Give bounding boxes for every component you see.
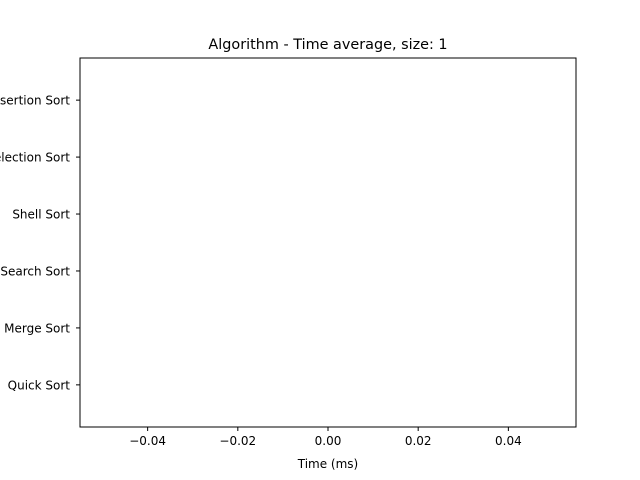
x-tick-label: −0.02 (219, 434, 256, 448)
y-tick-label: Selection Sort (0, 151, 70, 165)
x-tick-label: −0.04 (129, 434, 166, 448)
y-tick-label: Shell Sort (12, 208, 70, 222)
y-tick-label: Quick Sort (8, 378, 71, 392)
chart-title: Algorithm - Time average, size: 1 (208, 37, 447, 53)
x-tick-label: 0.02 (405, 434, 432, 448)
x-axis-label: Time (ms) (297, 457, 359, 471)
y-axis-ticks: Quick Sort Merge Sort Search Sort Shell Sor… (0, 94, 80, 392)
x-tick-label: 0.00 (315, 434, 342, 448)
x-axis-ticks: −0.04 −0.02 0.00 0.02 0.04 (129, 427, 522, 448)
y-tick-label: Insertion Sort (0, 94, 70, 108)
y-tick-label: Merge Sort (4, 321, 70, 335)
x-tick-label: 0.04 (495, 434, 522, 448)
y-tick-label: Search Sort (0, 264, 70, 278)
plot-area-frame (79, 57, 577, 428)
